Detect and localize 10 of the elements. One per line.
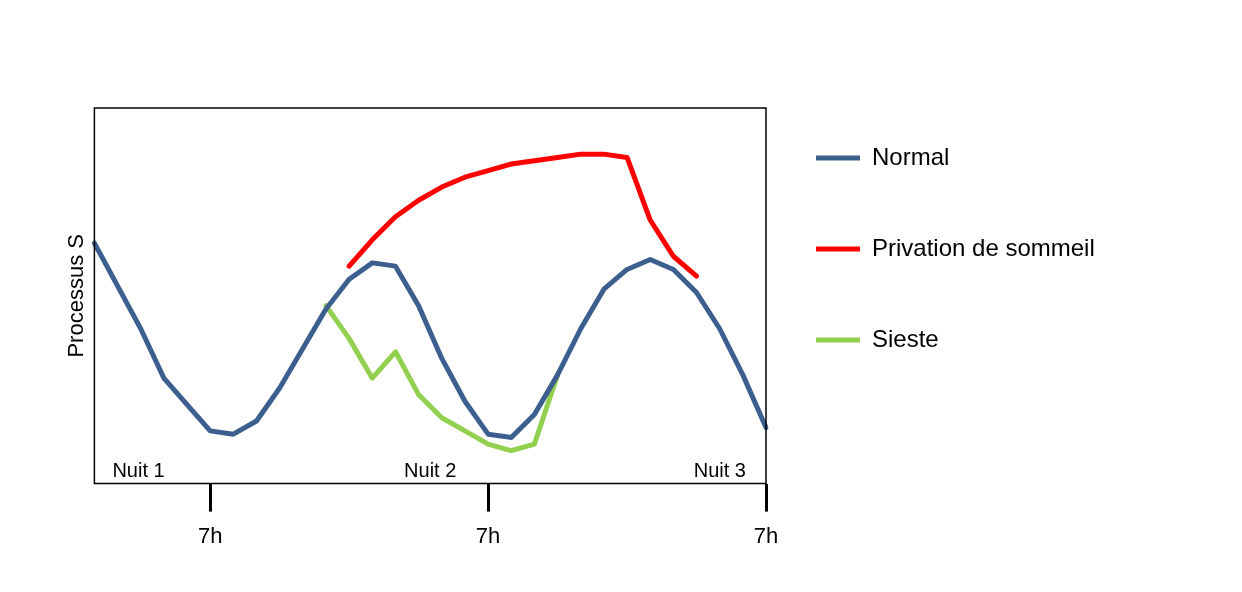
legend-label: Privation de sommeil (872, 233, 1095, 261)
x-tick-label: 7h (475, 522, 501, 548)
legend-label: Normal (872, 142, 950, 170)
legend-label: Sieste (872, 324, 939, 352)
annotation: Nuit 1 (112, 459, 165, 482)
annotation: Nuit 2 (404, 459, 457, 482)
x-tick-label: 7h (197, 522, 223, 548)
x-tick-label: 7h (753, 522, 779, 548)
annotation: Nuit 3 (693, 459, 746, 482)
y-axis-title: Processus S (63, 234, 89, 358)
